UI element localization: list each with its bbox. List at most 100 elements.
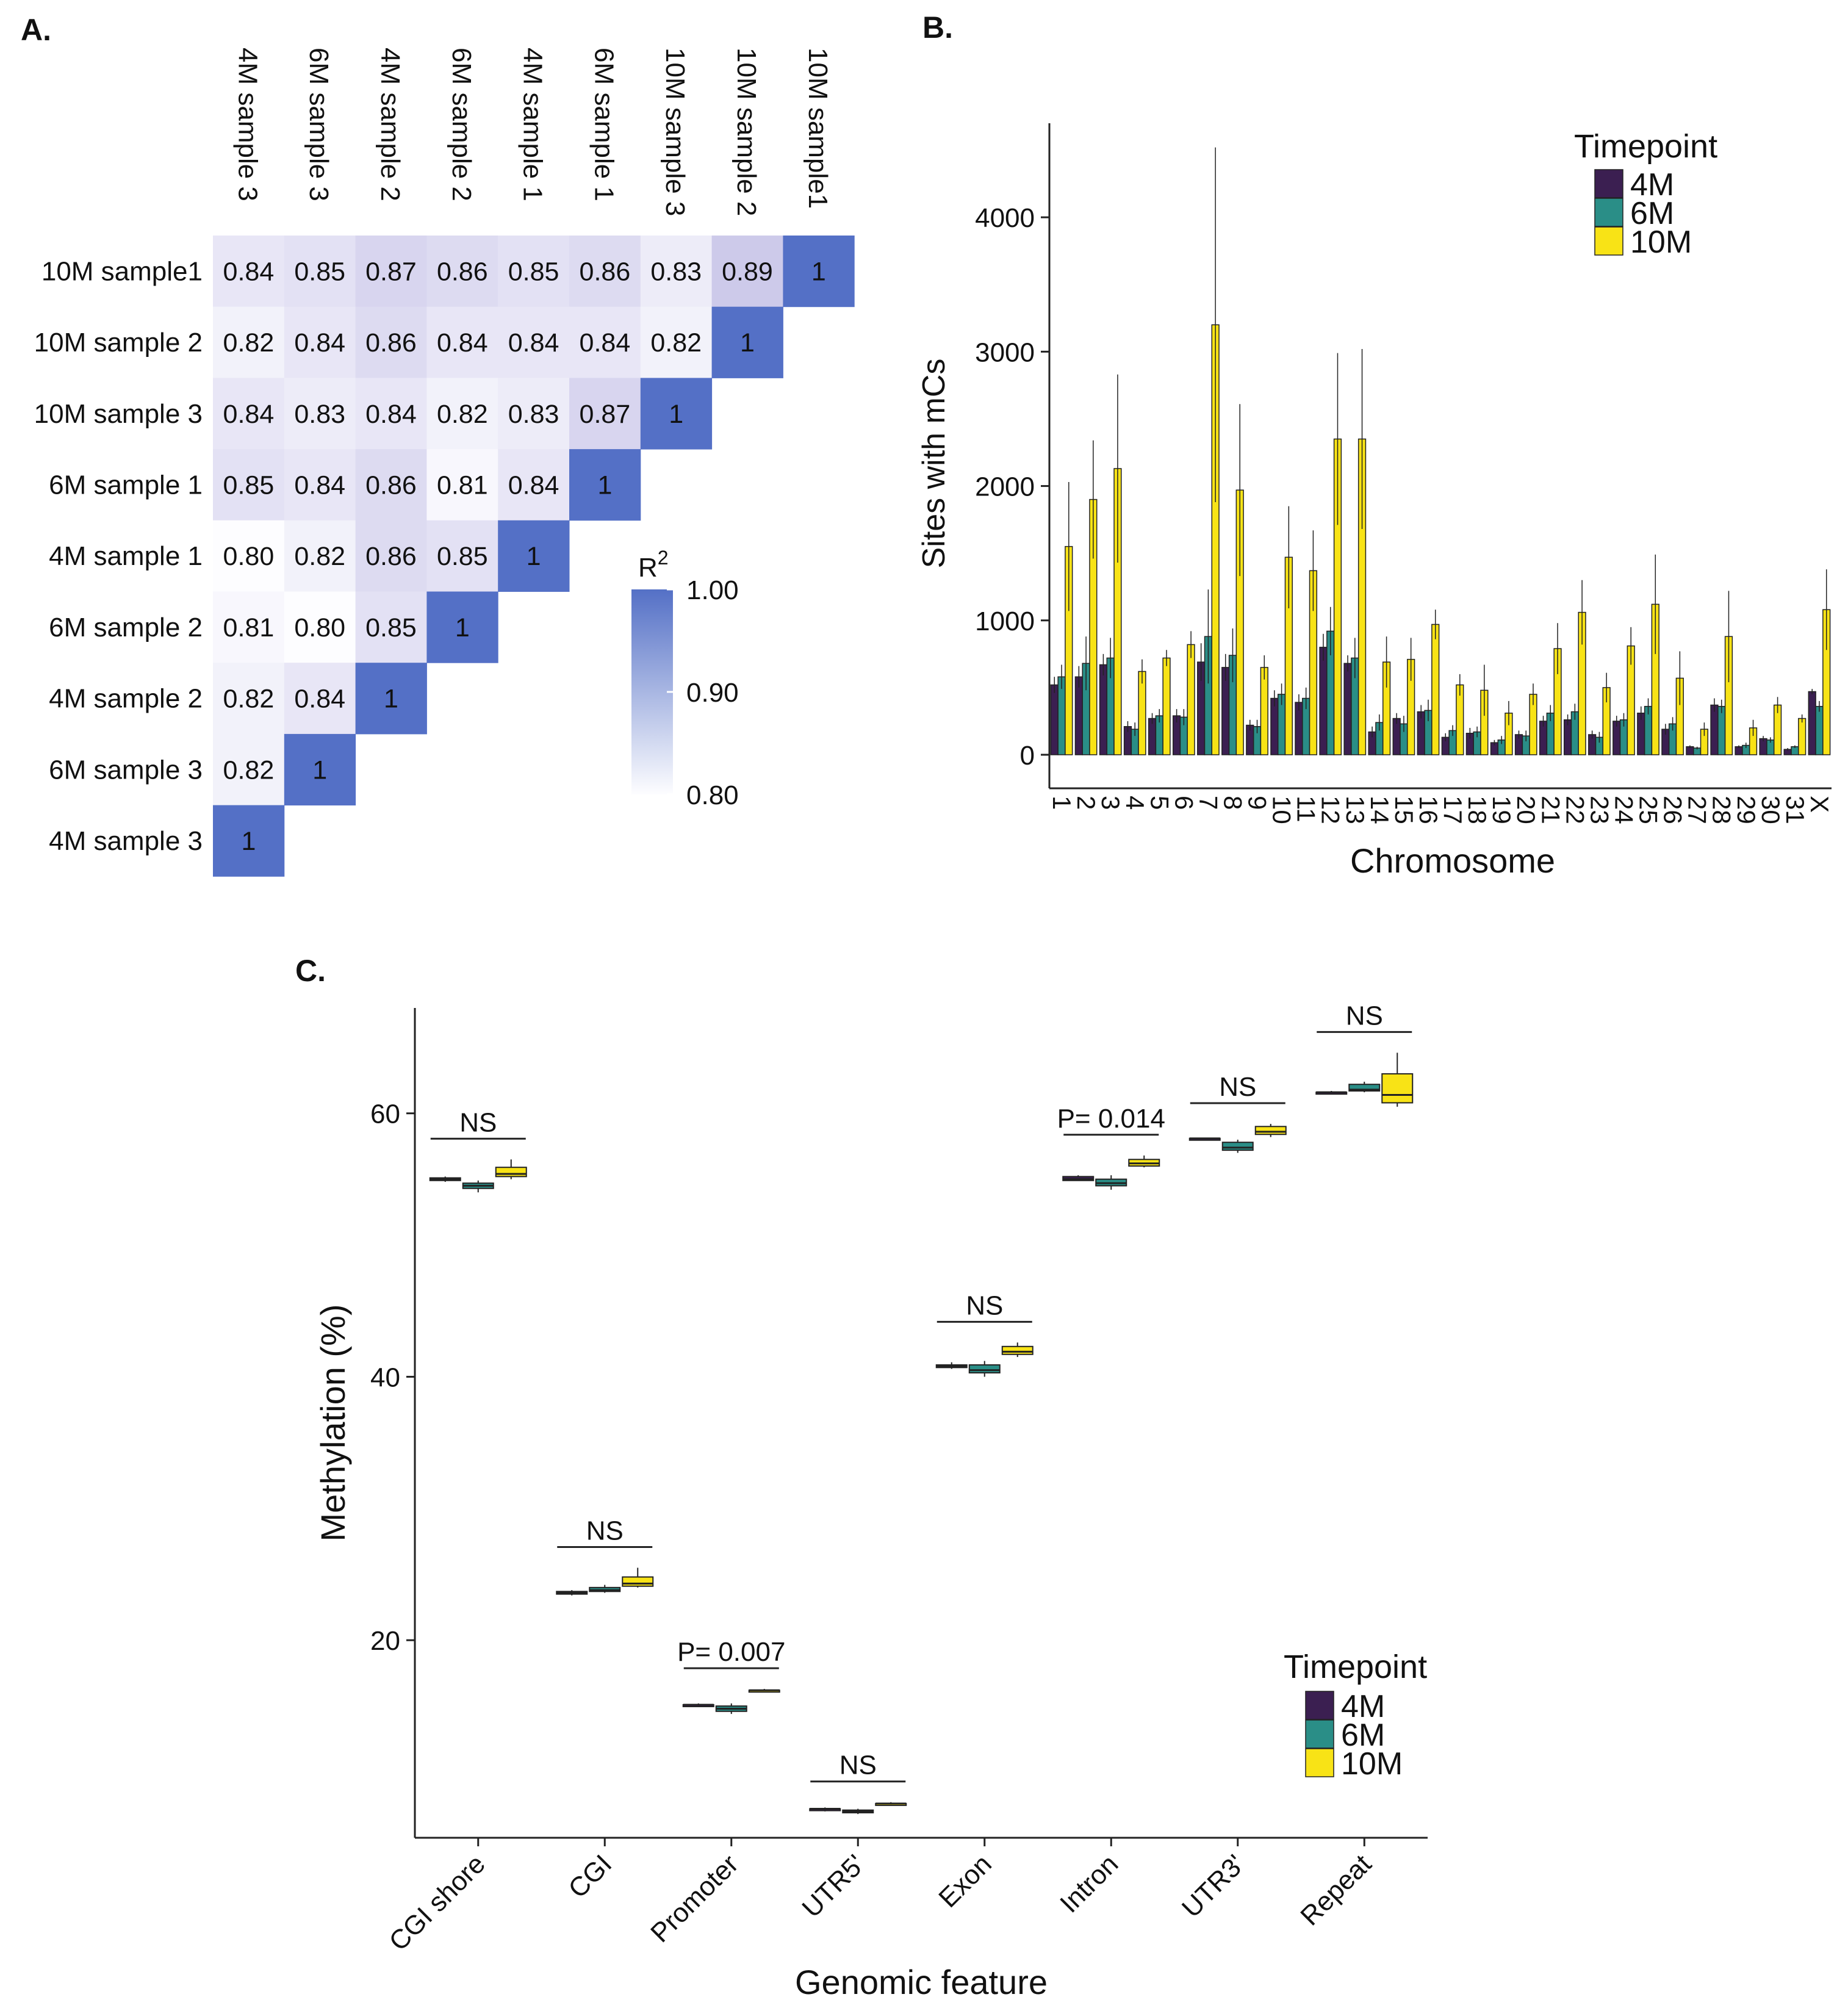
heatmap-cell	[711, 306, 783, 378]
heatmap-cell	[426, 591, 498, 663]
x-tick-label: 28	[1708, 796, 1736, 824]
heatmap-cell	[213, 805, 285, 877]
heatmap-cell	[355, 520, 427, 592]
cell-value: 1	[455, 613, 470, 642]
row-label: 6M sample 1	[49, 470, 203, 500]
heatmap-cell	[213, 236, 285, 308]
box-10M	[1254, 1126, 1287, 1135]
panel-c: C. 20 40 60 Methylation (%) Genomic feature CG…	[295, 954, 1428, 2001]
cell-value: 0.80	[294, 613, 345, 642]
box-10M	[495, 1167, 527, 1178]
heatmap-cell	[355, 306, 427, 378]
x-tick-label: 24	[1609, 796, 1638, 824]
panel-b: B. 0 1000 2000 3000 4000 Sites with mCs Chromos…	[916, 10, 1834, 880]
heatmap-cell	[569, 236, 641, 308]
heatmap-cell	[640, 306, 713, 378]
cell-value: 1	[312, 755, 327, 785]
heatmap-cell	[426, 520, 498, 592]
cell-value: 0.82	[650, 328, 702, 358]
bar-4M	[1343, 663, 1352, 755]
x-tick-label: Promoter	[645, 1849, 744, 1948]
heatmap-cell	[569, 306, 641, 378]
heatmap-cell	[783, 236, 855, 308]
cell-value: 0.81	[223, 613, 275, 642]
x-tick-label: 30	[1756, 796, 1785, 824]
x-tick-label: 6	[1170, 796, 1198, 810]
heatmap-cell	[213, 306, 285, 378]
cell-value: 0.85	[437, 542, 488, 571]
heatmap-cell	[426, 378, 498, 450]
significance-label: NS	[459, 1107, 497, 1137]
x-tick-label: UTR3'	[1176, 1849, 1251, 1923]
heatmap-cell	[284, 591, 356, 663]
heatmap-cell	[284, 306, 356, 378]
x-tick-label: 29	[1732, 796, 1761, 824]
heatmap-cell	[640, 378, 713, 450]
x-tick-label: 12	[1317, 796, 1345, 824]
panel-a: A. 4M sample 3 6M sample 3 4M sample 2 6M sa…	[21, 13, 855, 877]
y-axis-title: Methylation (%)	[314, 1304, 352, 1541]
heatmap-cell	[711, 236, 783, 308]
x-tick-label: 5	[1145, 796, 1174, 810]
x-tick-label: Exon	[933, 1849, 998, 1913]
y-tick-label: 2000	[975, 472, 1035, 502]
cell-value: 0.86	[437, 257, 488, 286]
cell-value: 0.86	[365, 328, 417, 358]
row-label: 4M sample 1	[49, 541, 203, 571]
x-axis-title: Chromosome	[1350, 841, 1555, 880]
column-label: 6M sample 1	[589, 48, 619, 201]
cell-value: 0.85	[365, 613, 417, 642]
cell-value: 0.89	[722, 257, 773, 286]
heatmap-cell	[355, 449, 427, 521]
legend-swatch	[1305, 1719, 1334, 1749]
cell-value: 0.84	[294, 470, 345, 500]
cell-value: 0.83	[294, 400, 345, 429]
row-label: 10M sample 2	[34, 328, 203, 358]
row-label: 4M sample 3	[49, 826, 203, 856]
row-label: 6M sample 2	[49, 613, 203, 642]
heatmap-cell	[213, 663, 285, 735]
bar-10M	[1431, 624, 1440, 755]
cell-value: 0.86	[580, 257, 631, 286]
column-label: 4M sample 1	[518, 48, 548, 201]
bar-4M	[1148, 718, 1157, 755]
x-tick-label: 4	[1121, 796, 1149, 810]
legend-swatch	[1594, 169, 1623, 198]
bar-4M	[1074, 676, 1083, 755]
heatmap-cell	[426, 236, 498, 308]
significance-label: NS	[1219, 1072, 1256, 1102]
heatmap-cell	[284, 236, 356, 308]
cell-value: 1	[740, 328, 755, 358]
row-label: 4M sample 2	[49, 684, 203, 714]
cell-value: 0.84	[580, 328, 631, 358]
x-tick-label: 21	[1536, 796, 1565, 824]
x-tick-label: 1	[1048, 796, 1076, 810]
cell-value: 0.86	[365, 470, 417, 500]
significance-label: NS	[840, 1751, 877, 1780]
bar-4M	[1710, 704, 1719, 755]
bar-10M	[1260, 667, 1268, 755]
legend-swatch	[1305, 1691, 1334, 1720]
heatmap-cell	[355, 663, 427, 735]
panel-a-label: A.	[21, 13, 51, 47]
heatmap-cell	[355, 378, 427, 450]
x-tick-label: 8	[1218, 796, 1247, 810]
cell-value: 1	[527, 542, 541, 571]
significance-label: NS	[586, 1516, 624, 1546]
bar-4M	[1808, 691, 1816, 755]
colorbar-title-superscript: 2	[658, 547, 669, 569]
colorbar	[631, 589, 673, 794]
legend-label: 4M	[1630, 167, 1674, 203]
heatmap-cell	[284, 663, 356, 735]
heatmap-cell	[640, 236, 713, 308]
cell-value: 0.82	[223, 755, 275, 785]
x-tick-label: X	[1805, 796, 1834, 813]
heatmap-cell	[213, 733, 285, 806]
legend-label: 6M	[1630, 196, 1674, 231]
cell-value: 0.85	[223, 470, 275, 500]
bar-4M	[1050, 684, 1059, 755]
x-tick-label: 23	[1585, 796, 1614, 824]
y-tick-label: 0	[1020, 741, 1035, 771]
box-10M	[622, 1576, 654, 1587]
legend-title: Timepoint	[1284, 1649, 1427, 1685]
